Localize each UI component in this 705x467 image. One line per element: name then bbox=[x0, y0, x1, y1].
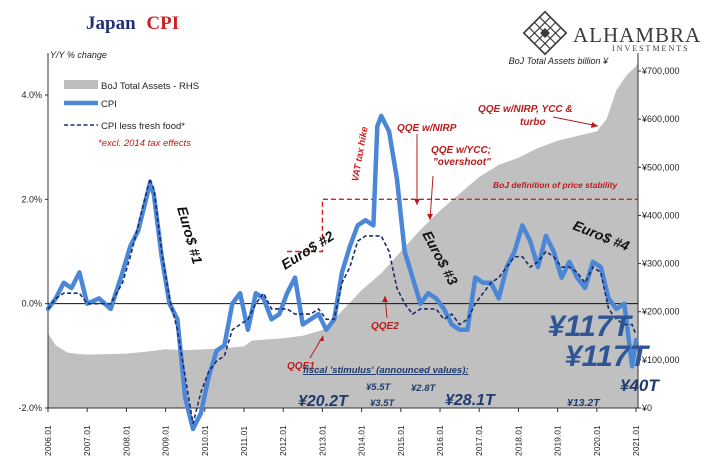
fiscal-value-13-2t: ¥13.2T bbox=[567, 397, 601, 409]
label-price-stability: BoJ definition of price stability bbox=[493, 180, 618, 190]
legend-label-core: CPI less fresh food* bbox=[101, 121, 185, 132]
legend-swatch-area bbox=[64, 80, 98, 89]
brand-subtitle: INVESTMENTS bbox=[612, 44, 690, 53]
label-qqe-turbo-line2: turbo bbox=[520, 117, 546, 128]
y-right-tick-label: ¥100,000 bbox=[641, 355, 680, 365]
series-cpi-line bbox=[45, 113, 639, 432]
chart-title-part2: CPI bbox=[146, 13, 179, 34]
x-tick-label: 2018.01 bbox=[513, 425, 523, 456]
y-right-tick-label: ¥500,000 bbox=[641, 162, 680, 172]
x-tick-label: 2021.01 bbox=[631, 425, 641, 456]
fiscal-value-20-2t: ¥20.2T bbox=[298, 393, 349, 410]
label-qqe-ycc-line2: "overshoot" bbox=[433, 157, 491, 168]
label-euro1: Euro$ #1 bbox=[174, 204, 206, 265]
x-tick-label: 2019.01 bbox=[553, 425, 563, 456]
label-qqe2: QQE2 bbox=[371, 321, 399, 332]
legend-label-area: BoJ Total Assets - RHS bbox=[101, 81, 199, 92]
axes-layer: 4.0% 2.0% 0.0% -2.0% ¥700,000 ¥600,000 ¥500,00… bbox=[18, 53, 680, 456]
x-tick-label: 2016.01 bbox=[435, 425, 445, 456]
y-left-tick-label: 2.0% bbox=[21, 194, 42, 204]
y-axis-right-label: BoJ Total Assets billion ¥ bbox=[509, 56, 609, 66]
legend: BoJ Total Assets - RHS CPI CPI less fres… bbox=[64, 80, 199, 149]
x-tick-label: 2015.01 bbox=[396, 425, 406, 456]
boj-assets-area-layer bbox=[48, 61, 638, 409]
y-right-tick-label: ¥700,000 bbox=[641, 66, 680, 76]
label-qqe-turbo-line1: QQE w/NIRP, YCC & bbox=[478, 104, 573, 115]
chart-title: Japan CPI bbox=[86, 13, 179, 34]
x-tick-label: 2010.01 bbox=[200, 425, 210, 456]
y-right-tick-label: ¥400,000 bbox=[641, 210, 680, 220]
fiscal-heading: fiscal 'stimulus' (announced values): bbox=[303, 365, 469, 376]
fiscal-value-117t-a: ¥117T bbox=[548, 310, 634, 343]
chart-title-part1: Japan bbox=[86, 13, 136, 34]
x-tick-label: 2009.01 bbox=[161, 425, 171, 456]
fiscal-stimulus-annotations: fiscal 'stimulus' (announced values): ¥2… bbox=[298, 310, 660, 410]
arrow-qqe1-head bbox=[319, 336, 324, 341]
x-tick-label: 2017.01 bbox=[474, 425, 484, 456]
alhambra-logo: ALHAMBRA INVESTMENTS bbox=[522, 10, 701, 56]
label-vat-hike: VAT tax hike bbox=[350, 125, 371, 182]
y-left-tick-label: 0.0% bbox=[21, 299, 42, 309]
label-euro2: Euro$ #2 bbox=[278, 228, 337, 273]
arrow-qqe2-head bbox=[382, 296, 388, 302]
x-tick-label: 2011.01 bbox=[239, 426, 249, 456]
series-core-cpi-line bbox=[47, 175, 637, 424]
fiscal-value-40t: ¥40T bbox=[620, 376, 660, 395]
arrow-qqe-turbo-head bbox=[591, 122, 598, 128]
legend-label-cpi: CPI bbox=[101, 99, 117, 110]
y-right-tick-label: ¥300,000 bbox=[641, 259, 680, 269]
y-right-tick-label: ¥600,000 bbox=[641, 114, 680, 124]
label-qqe-nirp: QQE w/NIRP bbox=[397, 123, 457, 134]
fiscal-value-5-5t: ¥5.5T bbox=[366, 382, 391, 393]
legend-footnote: *excl. 2014 tax effects bbox=[98, 138, 191, 149]
arrow-qqe-ycc bbox=[429, 175, 434, 221]
series-layer bbox=[45, 113, 639, 432]
y-right-tick-label: ¥200,000 bbox=[641, 307, 680, 317]
y-right-tick-label: ¥0 bbox=[641, 403, 652, 413]
arrow-qqe-ycc-head bbox=[427, 214, 433, 220]
brand-name: ALHAMBRA bbox=[573, 23, 701, 47]
x-tick-label: 2020.01 bbox=[592, 425, 602, 456]
y-axis-left-label: Y/Y % change bbox=[50, 50, 107, 60]
x-tick-label: 2012.01 bbox=[278, 425, 288, 456]
fiscal-value-117t-b: ¥117T bbox=[565, 340, 651, 373]
series-price-stability-line bbox=[287, 198, 638, 253]
fiscal-value-28-1t: ¥28.1T bbox=[445, 392, 496, 409]
x-tick-label: 2006.01 bbox=[43, 425, 53, 456]
fiscal-value-3-5t: ¥3.5T bbox=[370, 398, 395, 409]
x-tick-label: 2008.01 bbox=[121, 425, 131, 456]
x-tick-label: 2013.01 bbox=[317, 425, 327, 456]
x-tick-label: 2007.01 bbox=[82, 425, 92, 456]
x-tick-label: 2014.01 bbox=[357, 425, 367, 456]
y-left-tick-label: 4.0% bbox=[21, 90, 42, 100]
fiscal-value-2-8t: ¥2.8T bbox=[411, 383, 436, 394]
arrow-qqe-turbo bbox=[552, 116, 599, 127]
series-boj-assets-area bbox=[48, 61, 638, 409]
lattice-emblem-icon bbox=[522, 10, 568, 56]
y-left-tick-label: -2.0% bbox=[18, 403, 42, 413]
label-qqe1: QQE1 bbox=[287, 361, 315, 372]
label-qqe-ycc-line1: QQE w/YCC; bbox=[431, 145, 491, 156]
policy-annotations: QQE1 QQE2 QQE w/NIRP QQE w/YCC; "oversho… bbox=[287, 104, 618, 372]
arrow-qqe-nirp-head bbox=[414, 199, 420, 205]
